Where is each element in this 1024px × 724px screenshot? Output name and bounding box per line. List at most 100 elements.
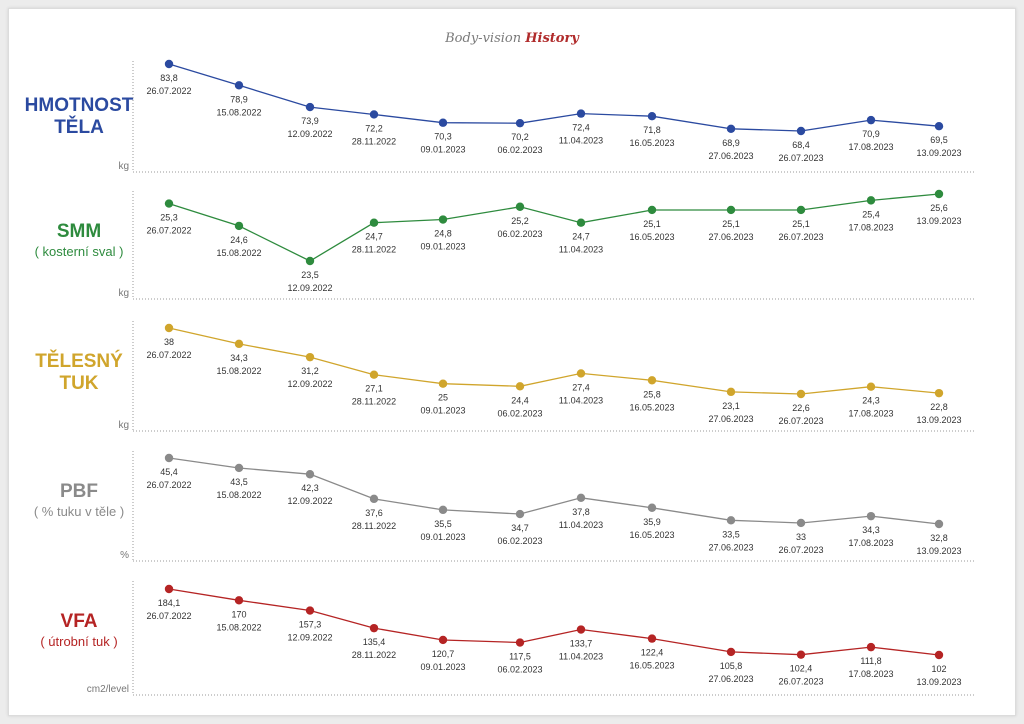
weight-data-point [647,112,657,121]
fat-data-point [576,369,586,378]
smm-date-label: 27.06.2023 [708,232,753,242]
smm-data-point [726,205,736,215]
vfa-date-label: 11.04.2023 [559,652,603,662]
fat-data-point [726,387,736,397]
pbf-date-label: 26.07.2022 [146,480,191,490]
vfa-data-point [726,647,736,657]
vfa-series-line [168,588,940,656]
pbf-date-label: 15.08.2022 [216,490,261,500]
fat-value-label: 31,2 [301,366,319,376]
fat-data-point [934,388,944,398]
smm-value-label: 25,3 [160,213,178,223]
weight-data-point [438,118,448,127]
fat-value-label: 22,8 [930,402,948,412]
pbf-date-label: 26.07.2023 [778,545,823,555]
weight-label-line1: HMOTNOST [24,95,134,116]
vfa-data-point [866,642,876,652]
weight-date-label: 15.08.2022 [216,107,261,117]
vfa-value-label: 184,1 [158,598,181,608]
vfa-date-label: 09.01.2023 [420,662,465,672]
pbf-data-point [796,518,806,528]
history-charts: kg 83,8 26.07.2022 78,9 15.08.2022 73,9 12.09.… [87,59,974,696]
vfa-date-label: 26.07.2023 [778,677,823,687]
weight-data-point [934,122,944,131]
weight-date-label: 27.06.2023 [708,151,753,161]
vfa-label: VFA [60,611,98,632]
title-prefix: Body-vision [445,31,522,46]
pbf-value-label: 34,3 [862,525,880,535]
fat-value-label: 25,8 [643,389,661,399]
pbf-data-point [576,493,586,503]
weight-date-label: 26.07.2022 [146,86,191,96]
pbf-data-point [305,470,315,479]
pbf-data-point [726,516,736,525]
smm-value-label: 25,6 [930,203,948,213]
smm-data-point [305,256,315,266]
fat-value-label: 23,1 [722,401,740,411]
weight-data-point [866,115,876,125]
smm-value-label: 24,7 [572,232,590,242]
smm-date-label: 15.08.2022 [216,248,261,258]
pbf-data-point [866,511,876,521]
fat-date-label: 28.11.2022 [352,397,396,407]
pbf-label: PBF [60,481,98,502]
vfa-data-point [576,625,586,634]
smm-value-label: 24,8 [434,229,452,239]
vfa-date-label: 16.05.2023 [629,661,674,671]
pbf-date-label: 16.05.2023 [629,530,674,540]
vfa-sublabel: ( útrobní tuk ) [40,634,118,649]
vfa-data-point [934,650,944,660]
weight-value-label: 69,5 [930,135,948,145]
vfa-data-point [369,623,379,633]
fat-date-label: 06.02.2023 [497,408,542,418]
pbf-date-label: 09.01.2023 [420,532,465,542]
fat-data-point [305,352,315,362]
page-title: Body-vision History [9,31,1015,46]
fat-series-line [168,327,940,395]
pbf-data-point [234,463,244,473]
fat-label-line1: TĚLESNÝ [35,351,123,372]
fat-date-label: 26.07.2022 [146,350,191,360]
pbf-value-label: 42,3 [301,483,319,493]
weight-value-label: 78,9 [230,94,248,104]
smm-data-point [934,189,944,199]
fat-value-label: 34,3 [230,353,248,363]
pbf-value-label: 35,9 [643,517,661,527]
smm-data-point [234,221,244,231]
pbf-date-label: 27.06.2023 [708,542,753,552]
fat-value-label: 27,1 [365,384,383,394]
weight-date-label: 16.05.2023 [629,138,674,148]
fat-value-label: 24,3 [862,396,880,406]
weight-panel-label: HMOTNOST TĚLA [9,95,149,139]
weight-value-label: 73,9 [301,116,319,126]
smm-value-label: 25,1 [722,219,740,229]
weight-data-point [796,126,806,136]
vfa-date-label: 26.07.2022 [146,611,191,621]
vfa-value-label: 133,7 [570,639,593,649]
weight-value-label: 83,8 [160,73,178,83]
smm-value-label: 25,4 [862,209,880,219]
vfa-date-label: 27.06.2023 [708,674,753,684]
pbf-value-label: 33,5 [722,529,740,539]
smm-data-point [369,218,379,227]
smm-label: SMM [56,221,102,242]
fat-date-label: 11.04.2023 [559,395,603,405]
vfa-date-label: 17.08.2023 [848,669,893,679]
vfa-data-point [164,584,174,594]
weight-date-label: 28.11.2022 [352,136,396,146]
fat-data-point [796,389,806,399]
weight-date-label: 09.01.2023 [420,145,465,155]
weight-data-point [164,59,174,69]
smm-value-label: 23,5 [301,270,319,280]
vfa-value-label: 102 [931,664,946,674]
fat-date-label: 27.06.2023 [708,414,753,424]
pbf-unit-label: % [120,550,129,561]
weight-value-label: 72,2 [365,123,383,133]
smm-data-point [515,202,525,211]
pbf-value-label: 37,8 [572,507,590,517]
smm-value-label: 25,1 [792,219,810,229]
weight-value-label: 70,9 [862,129,880,139]
pbf-data-point [515,509,525,519]
pbf-value-label: 35,5 [434,519,452,529]
fat-data-point [515,382,525,391]
